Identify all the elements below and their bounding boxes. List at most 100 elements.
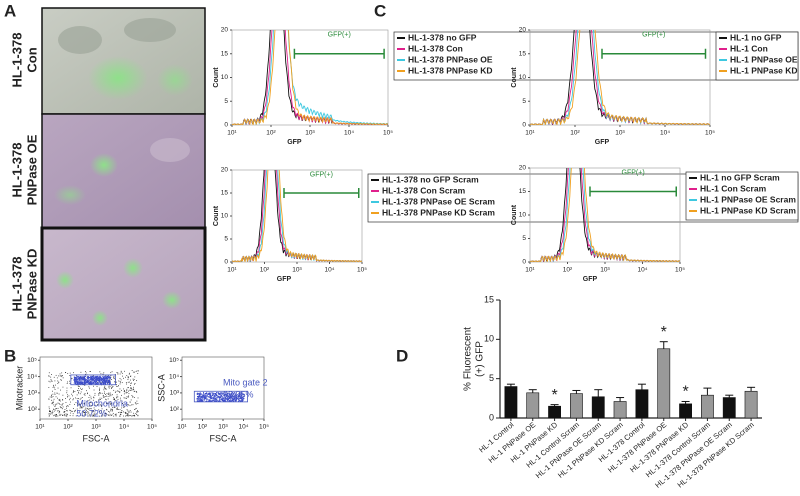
event-dot — [98, 378, 100, 380]
event-dot — [78, 411, 80, 413]
event-dot — [97, 382, 99, 384]
event-dot — [87, 411, 89, 413]
event-dot — [116, 385, 117, 387]
event-dot — [62, 375, 63, 376]
event-dot — [106, 393, 108, 395]
event-dot — [96, 413, 98, 415]
bar — [570, 393, 583, 419]
event-dot — [86, 411, 87, 413]
event-dot — [136, 414, 137, 415]
event-dot — [126, 392, 128, 393]
event-dot — [48, 375, 50, 377]
event-dot — [198, 395, 200, 397]
event-dot — [221, 392, 223, 394]
event-dot — [108, 387, 110, 389]
event-dot — [210, 395, 212, 397]
event-dot — [88, 387, 90, 389]
event-dot — [225, 393, 227, 395]
event-dot — [75, 380, 77, 382]
y-tick-label: 15 — [221, 50, 229, 57]
event-dot — [116, 405, 118, 407]
event-dot — [108, 383, 110, 385]
event-dot — [216, 397, 218, 399]
event-dot — [230, 396, 232, 398]
event-dot — [57, 415, 59, 417]
event-dot — [89, 371, 91, 372]
y-axis-title: Count — [213, 67, 220, 88]
event-dot — [80, 383, 82, 385]
bar — [635, 389, 649, 419]
event-dot — [86, 408, 88, 410]
event-dot — [83, 411, 85, 413]
event-dot — [94, 392, 96, 394]
event-dot — [89, 399, 91, 401]
event-dot — [227, 397, 229, 399]
bar — [526, 392, 540, 419]
event-dot — [110, 408, 112, 410]
event-dot — [225, 393, 227, 395]
event-dot — [226, 394, 228, 396]
event-dot — [101, 414, 103, 416]
y-tick-label: 0 — [224, 259, 228, 266]
event-dot — [52, 410, 54, 412]
event-dot — [107, 376, 109, 378]
event-dot — [209, 396, 211, 398]
event-dot — [72, 395, 73, 397]
event-dot — [121, 389, 122, 391]
event-dot — [241, 396, 243, 398]
event-dot — [90, 415, 91, 417]
event-dot — [227, 399, 229, 401]
event-dot — [202, 400, 204, 402]
event-dot — [104, 376, 106, 378]
plot-frame — [181, 356, 265, 420]
event-dot — [67, 394, 69, 396]
event-dot — [117, 407, 119, 409]
event-dot — [87, 380, 89, 382]
event-dot — [99, 376, 101, 378]
event-dot — [103, 376, 105, 378]
event-dot — [59, 406, 61, 408]
event-dot — [229, 396, 231, 398]
y-tick-label: 15 — [221, 190, 229, 197]
event-dot — [233, 392, 235, 394]
event-dot — [77, 405, 79, 407]
event-dot — [112, 409, 113, 410]
event-dot — [49, 381, 51, 383]
event-dot — [75, 381, 77, 383]
legend-text: HL-1 no GFP — [730, 32, 782, 42]
event-dot — [86, 376, 88, 378]
y-tick-label: 20 — [221, 27, 229, 34]
row-label: PNPase OE — [24, 134, 39, 205]
legend-text: HL-1 PNPase OE — [730, 54, 798, 64]
event-dot — [93, 410, 94, 412]
event-dot — [206, 395, 208, 397]
event-dot — [220, 392, 222, 394]
event-dot — [97, 376, 99, 378]
gate-name: Mitochondria — [76, 399, 128, 409]
event-dot — [92, 378, 94, 380]
event-dot — [67, 373, 69, 374]
event-dot — [113, 399, 115, 400]
event-dot — [80, 414, 82, 416]
event-dot — [223, 394, 225, 396]
event-dot — [240, 400, 242, 402]
event-dot — [92, 375, 94, 377]
event-dot — [229, 400, 231, 402]
event-dot — [105, 377, 107, 379]
event-dot — [86, 382, 88, 384]
event-dot — [72, 399, 74, 401]
x-tick-label: 10⁵ — [357, 267, 367, 274]
event-dot — [105, 399, 107, 401]
event-dot — [92, 382, 94, 384]
event-dot — [229, 396, 231, 398]
histogram-trace — [530, 168, 680, 262]
event-dot — [84, 412, 86, 413]
event-dot — [101, 381, 103, 383]
event-dot — [111, 409, 113, 411]
event-dot — [93, 385, 94, 387]
event-dot — [121, 407, 123, 409]
event-dot — [60, 407, 62, 409]
event-dot — [78, 392, 80, 394]
event-dot — [81, 407, 83, 409]
event-dot — [133, 397, 135, 399]
